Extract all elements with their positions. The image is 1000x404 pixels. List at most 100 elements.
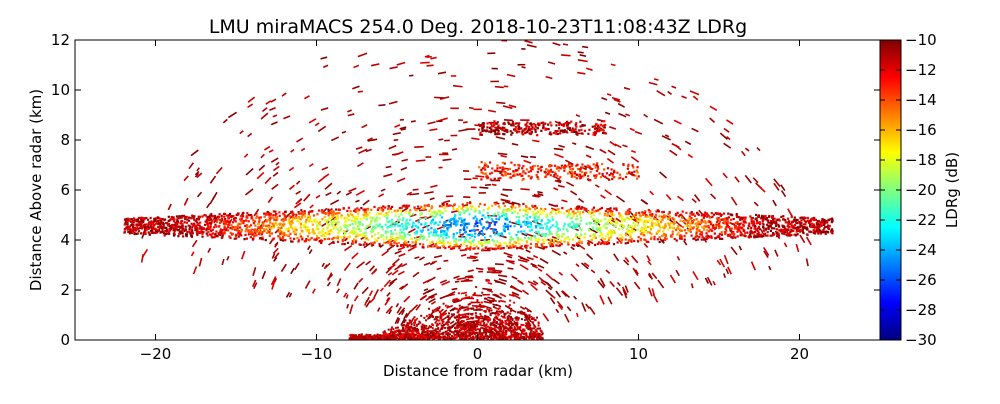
melting-layer-cell xyxy=(157,220,159,222)
cloud-layer-cell xyxy=(602,129,604,131)
cloud-layer-cell xyxy=(548,165,550,167)
melting-layer-cell xyxy=(555,211,557,213)
radar-echo xyxy=(371,64,379,66)
cloud-layer-cell xyxy=(587,133,589,135)
cloud-layer-cell xyxy=(564,164,566,166)
melting-layer-cell xyxy=(386,238,388,240)
melting-layer-cell xyxy=(760,234,762,236)
melting-layer-cell xyxy=(497,214,499,216)
melting-layer-cell xyxy=(518,216,520,218)
melting-layer-cell xyxy=(331,231,333,233)
radar-echo xyxy=(586,146,594,149)
radar-echo xyxy=(674,120,681,124)
melting-layer-cell xyxy=(653,238,655,240)
melting-layer-cell xyxy=(251,215,253,217)
melting-layer-cell xyxy=(443,226,445,228)
melting-layer-cell xyxy=(206,221,208,223)
radar-echo xyxy=(601,98,607,100)
melting-layer-cell xyxy=(351,220,353,222)
melting-layer-cell xyxy=(657,231,659,233)
melting-layer-cell xyxy=(564,223,566,225)
melting-layer-cell xyxy=(373,217,375,219)
radar-echo xyxy=(197,168,199,171)
melting-layer-cell xyxy=(550,245,552,247)
melting-layer-cell xyxy=(548,228,550,230)
melting-layer-cell xyxy=(718,227,720,229)
cloud-layer-cell xyxy=(515,122,517,124)
melting-layer-cell xyxy=(455,240,457,242)
cloud-layer-cell xyxy=(582,166,584,168)
melting-layer-cell xyxy=(482,214,484,216)
melting-layer-cell xyxy=(498,205,500,207)
radar-echo xyxy=(193,240,197,247)
melting-layer-cell xyxy=(442,240,444,242)
melting-layer-cell xyxy=(710,223,712,225)
melting-layer-cell xyxy=(474,210,476,212)
melting-layer-cell xyxy=(677,212,679,214)
melting-layer-cell xyxy=(590,215,592,217)
melting-layer-cell xyxy=(679,214,681,216)
melting-layer-cell xyxy=(449,242,451,244)
radar-echo xyxy=(223,119,227,122)
ground-clutter-cell xyxy=(512,319,514,321)
melting-layer-cell xyxy=(385,224,387,226)
melting-layer-cell xyxy=(442,203,444,205)
melting-layer-cell xyxy=(308,232,310,234)
cloud-layer-cell xyxy=(622,164,624,166)
melting-layer-cell xyxy=(732,237,734,239)
melting-layer-cell xyxy=(639,214,641,216)
melting-layer-cell xyxy=(682,226,684,228)
melting-layer-cell xyxy=(468,241,470,243)
melting-layer-cell xyxy=(604,214,606,216)
radar-echo xyxy=(572,143,576,144)
melting-layer-cell xyxy=(578,206,580,208)
melting-layer-cell xyxy=(544,223,546,225)
melting-layer-cell xyxy=(512,203,514,205)
melting-layer-cell xyxy=(324,232,326,234)
radar-echo xyxy=(492,294,499,296)
radar-echo xyxy=(424,263,430,265)
melting-layer-cell xyxy=(525,205,527,207)
melting-layer-cell xyxy=(615,207,617,209)
melting-layer-cell xyxy=(501,215,503,217)
melting-layer-cell xyxy=(522,203,524,205)
melting-layer-cell xyxy=(466,245,468,247)
melting-layer-cell xyxy=(532,206,534,208)
radar-echo xyxy=(316,195,320,198)
melting-layer-cell xyxy=(567,236,569,238)
melting-layer-cell xyxy=(130,224,132,226)
cloud-layer-cell xyxy=(568,162,570,164)
melting-layer-cell xyxy=(207,216,209,218)
radar-echo xyxy=(413,272,419,277)
cloud-layer-cell xyxy=(482,122,484,124)
melting-layer-cell xyxy=(354,233,356,235)
ground-clutter-cell xyxy=(471,296,473,298)
melting-layer-cell xyxy=(250,224,252,226)
radar-echo xyxy=(318,176,325,182)
melting-layer-cell xyxy=(726,220,728,222)
radar-echo xyxy=(576,115,580,117)
radar-echo xyxy=(600,149,606,153)
radar-echo xyxy=(347,304,348,308)
melting-layer-cell xyxy=(573,223,575,225)
radar-echo xyxy=(261,154,264,157)
melting-layer-cell xyxy=(496,240,498,242)
radar-echo xyxy=(379,194,384,197)
melting-layer-cell xyxy=(288,228,290,230)
melting-layer-cell xyxy=(129,230,131,232)
radar-echo xyxy=(500,294,506,297)
melting-layer-cell xyxy=(407,245,409,247)
radar-echo xyxy=(452,289,458,290)
radar-echo xyxy=(520,307,524,310)
radar-echo xyxy=(649,288,652,297)
radar-echo xyxy=(654,119,663,123)
melting-layer-cell xyxy=(552,209,554,211)
melting-layer-cell xyxy=(645,214,647,216)
melting-layer-cell xyxy=(592,218,594,220)
melting-layer-cell xyxy=(484,241,486,243)
melting-layer-cell xyxy=(552,224,554,226)
cloud-layer-cell xyxy=(537,165,539,167)
melting-layer-cell xyxy=(537,216,539,218)
radar-echo xyxy=(337,289,340,293)
cloud-layer-cell xyxy=(627,165,629,167)
